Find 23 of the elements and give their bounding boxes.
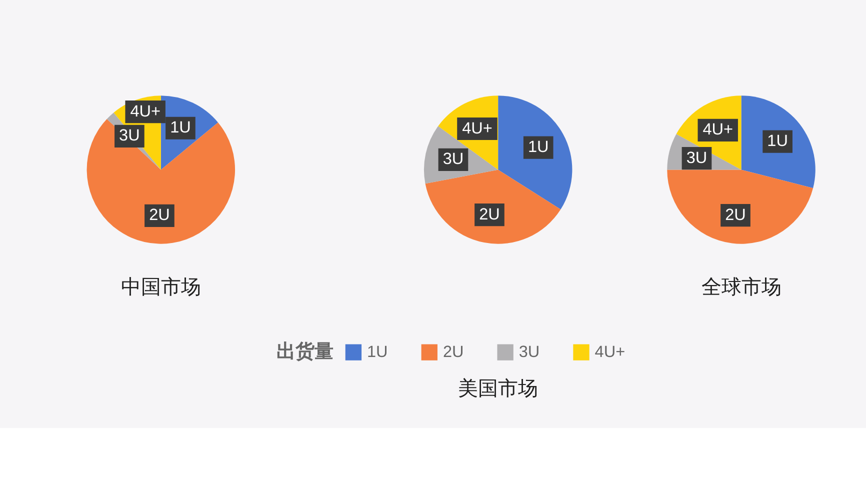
pie-slice [425,170,561,244]
legend-label: 3U [518,342,540,361]
slice-label: 4U+ [130,102,160,120]
slice-label: 3U [686,148,708,167]
slice-label: 3U [442,150,464,168]
slice-label: 4U+ [462,119,492,138]
slice-label: 4U+ [702,120,734,139]
slice-label: 1U [528,138,549,156]
slice-label: 2U [149,206,170,224]
slice-label: 3U [119,126,140,145]
pie-slice [667,170,814,244]
slice-label: 1U [170,118,191,137]
pie-slice [86,118,235,244]
slice-label: 2U [725,206,746,224]
legend-label: 4U+ [594,342,626,361]
text: 美国市场 [458,376,538,400]
text: 全球市场 [701,276,782,299]
slice-label: 2U [479,205,500,224]
legend-label: 2U [442,342,464,361]
slice-label: 1U [767,132,788,150]
legend-label: 1U [367,342,388,361]
legend-title: 出货量 [276,340,334,363]
text: 中国市场 [120,276,201,299]
